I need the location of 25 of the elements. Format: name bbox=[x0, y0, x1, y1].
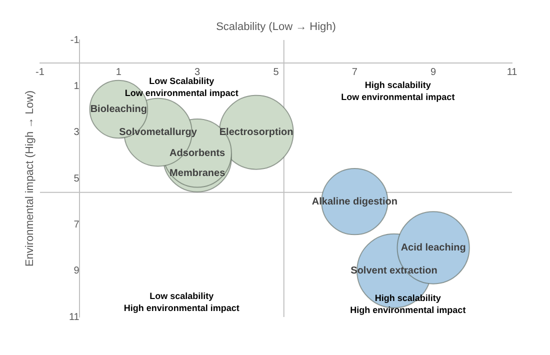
x-tick-label: 7 bbox=[352, 66, 358, 78]
x-tick-label: 1 bbox=[116, 66, 122, 78]
y-tick-label: 11 bbox=[68, 312, 80, 323]
series-label: Solvent extraction bbox=[350, 266, 438, 277]
series-label: Acid leaching bbox=[400, 242, 466, 254]
y-axis-title: Environmental impact (High → Low) bbox=[24, 90, 36, 267]
series-label: Bioleaching bbox=[90, 104, 148, 115]
y-tick-label: 5 bbox=[74, 173, 80, 184]
x-tick-label: 11 bbox=[506, 66, 518, 78]
annotation: Low Scalability Low environmental impact bbox=[124, 76, 238, 98]
y-tick-label: -1 bbox=[70, 34, 80, 46]
y-tick-label: 3 bbox=[74, 127, 80, 138]
annotation: High scalability Low environmental impact bbox=[341, 80, 455, 102]
y-tick-label: 9 bbox=[74, 266, 80, 277]
annotation: High scalability High environmental impact bbox=[350, 292, 466, 315]
x-tick-label: 3 bbox=[194, 66, 201, 78]
y-tick-label: 7 bbox=[74, 219, 80, 230]
annotation: Low scalability High environmental impact bbox=[124, 290, 240, 313]
y-tick-label: 1 bbox=[74, 80, 80, 92]
series-label: Electrosorption bbox=[219, 127, 294, 138]
x-tick-label: -1 bbox=[36, 66, 45, 78]
series-label: Alkaline digestion bbox=[312, 196, 398, 208]
x-tick-label: 5 bbox=[273, 66, 280, 78]
x-tick-label: 9 bbox=[430, 66, 437, 78]
x-axis-title: Scalability (Low → High) bbox=[216, 21, 336, 34]
